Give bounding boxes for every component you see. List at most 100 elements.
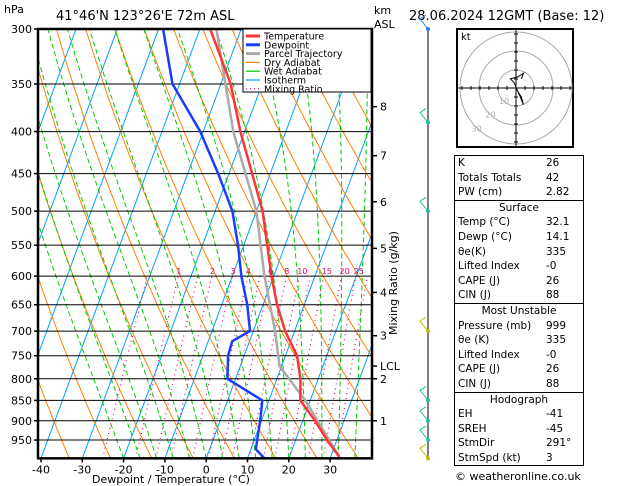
hodograph-ring-label: 20 [485,111,495,120]
mixing-ratio-label: 4 [246,267,251,276]
index-row: Temp (°C) 32.1 [455,215,583,230]
km-tick-label: 7 [380,150,387,163]
index-label: Totals Totals [458,171,522,184]
legend-label: Mixing Ratio [264,84,323,95]
index-row: CIN (J) 88 [455,288,583,303]
mixing-ratio-label: 8 [284,267,289,276]
mixing-ratio-line [102,276,148,458]
x-tick-label: -10 [156,463,174,476]
plot-frame [36,27,374,460]
wind-barb [419,14,429,30]
legend-label: Parcel Trajectory [264,49,343,60]
index-row: θe (K) 335 [455,333,583,348]
km-tick-label: 1 [380,415,387,428]
index-value: 88 [546,289,560,302]
wind-barb [419,196,429,212]
location-title: 41°46'N 123°26'E 72m ASL [56,9,235,24]
dry-adiabat-line [290,29,372,184]
mixing-ratio-line [288,276,325,458]
index-label: Lifted Index [458,260,520,273]
mixing-ratio-line [208,276,249,458]
wind-barb [419,443,429,459]
dry-adiabat-line [56,29,235,458]
km-tick-label: 6 [380,196,387,209]
isotherm-line [164,29,325,458]
index-row: CAPE (J) 26 [455,274,583,289]
y-tick-label: 300 [11,23,32,36]
wet-adiabat-line [177,29,273,458]
background-lines [38,29,629,458]
km-tick-label: 2 [380,373,387,386]
wind-barb [419,316,429,332]
km-tick-label: 5 [380,242,387,255]
index-row: SREH -45 [455,422,583,437]
legend-label: Temperature [263,32,324,43]
dry-adiabat-line [613,29,629,458]
index-label: θe(K) [458,245,486,258]
index-label: θe (K) [458,334,490,347]
indices-table: K 26 Totals Totals 42 PW (cm) 2.82 Surface … [454,155,584,467]
index-label: Lifted Index [458,348,520,361]
y-tick-label: 600 [11,270,32,283]
km-tick-label: LCL [380,360,401,373]
general-indices: K 26 Totals Totals 42 PW (cm) 2.82 [455,156,583,200]
index-label: PW (cm) [458,186,503,199]
index-value: 999 [546,319,567,332]
wind-barb [419,406,429,422]
mixing-ratio-label: 15 [322,267,332,276]
legend-label: Wet Adiabat [264,67,322,78]
index-row: CAPE (J) 26 [455,362,583,377]
legend-label: Dry Adiabat [264,58,321,69]
index-row: Pressure (mb) 999 [455,319,583,334]
index-row: PW (cm) 2.82 [455,185,583,200]
y-tick-label: 750 [11,350,32,363]
x-tick-label: -20 [115,463,133,476]
wet-adiabat-line [114,29,240,458]
y-tick-label: 950 [11,434,32,447]
section-title: Surface [498,201,539,214]
isotherm-line [288,232,372,458]
asl-label: ASL [374,18,396,31]
mixing-ratio-line [170,276,213,458]
index-row: Lifted Index -0 [455,259,583,274]
isotherm-line [123,29,283,458]
x-tick-label: -40 [32,463,50,476]
mixing-ratio-label: 3 [231,267,236,276]
hodograph-unit-label: kt [461,32,471,43]
y-tick-label: 850 [11,394,32,407]
index-label: K [458,157,465,169]
index-label: StmDir [458,437,495,450]
index-value: 26 [546,157,560,169]
index-label: Pressure (mb) [458,319,532,332]
index-label: StmSpd (kt) [458,451,521,464]
index-row: θe(K) 335 [455,245,583,260]
isotherm-line [329,343,372,458]
datetime-title: 28.06.2024 12GMT (Base: 12) [409,9,604,24]
wind-barb [419,425,429,441]
profiles [161,29,341,458]
y-tick-label: 550 [11,239,32,252]
legend-label: Dewpoint [264,40,309,51]
dry-adiabat-line [260,29,372,241]
isotherm-line [40,29,201,458]
mixing-ratio-line [221,276,261,458]
legend-label: Isotherm [264,76,306,87]
isotherm-line [38,29,118,245]
y-tick-label: 350 [11,78,32,91]
index-value: 2.82 [546,186,570,199]
pressure-grid: 300 350 400 450 500 550 600 650 700 750 800 850 900 9… [11,23,372,447]
index-row: Lifted Index -0 [455,348,583,363]
y-tick-label: 450 [11,168,32,181]
copyright-footer[interactable]: © weatheronline.co.uk [455,470,581,483]
index-row: CIN (J) 88 [455,377,583,392]
wind-barb [419,108,429,123]
mixing-ratio-line [249,276,287,458]
index-row: K 26 [455,156,583,171]
temperature-line [209,29,341,458]
x-tick-label: 30 [323,463,337,476]
index-row: Dewp (°C) 14.1 [455,230,583,245]
km-label: km [374,4,391,17]
y-tick-label: 400 [11,126,32,139]
index-value: 3 [546,451,553,464]
